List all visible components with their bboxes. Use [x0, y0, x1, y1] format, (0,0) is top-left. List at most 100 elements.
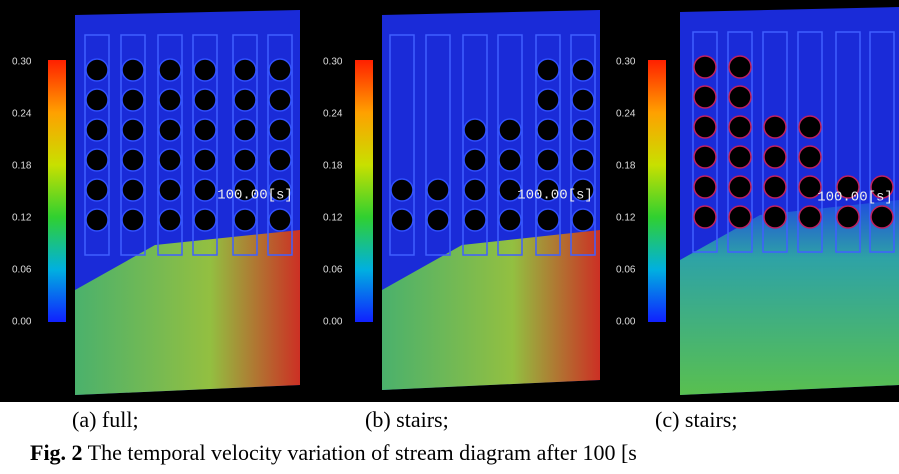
tube	[463, 118, 487, 142]
time-label: 100.00[s]	[217, 188, 293, 204]
colorbar-tick-label: 0.30	[12, 57, 32, 68]
tube	[426, 178, 450, 202]
tube	[121, 88, 145, 112]
colorbar-tick-label: 0.30	[616, 57, 636, 68]
panel-caption: (c) stairs;	[655, 407, 738, 432]
tube	[763, 205, 787, 229]
tube	[728, 55, 752, 79]
tube	[233, 118, 257, 142]
tube	[571, 58, 595, 82]
tube	[121, 148, 145, 172]
colorbar	[355, 60, 373, 322]
tube	[233, 58, 257, 82]
tube	[121, 58, 145, 82]
tube	[498, 178, 522, 202]
colorbar-tick-label: 0.06	[323, 265, 343, 276]
tube	[836, 205, 860, 229]
tube	[233, 208, 257, 232]
tube	[233, 88, 257, 112]
colorbar	[648, 60, 666, 322]
tube	[693, 175, 717, 199]
tube	[498, 118, 522, 142]
tube	[85, 88, 109, 112]
tube	[158, 148, 182, 172]
tube	[158, 88, 182, 112]
tube	[728, 205, 752, 229]
colorbar	[48, 60, 66, 322]
tube	[536, 58, 560, 82]
tube	[693, 85, 717, 109]
baffle	[157, 34, 183, 256]
colorbar-tick-label: 0.18	[616, 161, 636, 172]
tube	[836, 175, 860, 199]
tube	[85, 178, 109, 202]
baffle	[462, 34, 488, 256]
tube	[728, 85, 752, 109]
colorbar-tick-label: 0.12	[323, 213, 343, 224]
tube	[390, 178, 414, 202]
figure-caption-text: The temporal velocity variation of strea…	[82, 440, 637, 465]
baffle	[192, 34, 218, 256]
tube	[233, 178, 257, 202]
baffle	[497, 34, 523, 256]
tube	[158, 58, 182, 82]
tube	[463, 178, 487, 202]
tube	[390, 208, 414, 232]
baffle	[835, 31, 861, 253]
baffle	[84, 34, 110, 256]
tube	[798, 205, 822, 229]
tube	[763, 145, 787, 169]
baffle	[267, 34, 293, 256]
tube	[571, 208, 595, 232]
colorbar-tick-label: 0.00	[323, 317, 343, 328]
tube	[85, 58, 109, 82]
tube	[158, 208, 182, 232]
tube	[728, 145, 752, 169]
tube	[268, 208, 292, 232]
tube	[536, 118, 560, 142]
tube	[85, 208, 109, 232]
tube	[870, 175, 894, 199]
tube	[121, 118, 145, 142]
colorbar-tick-label: 0.18	[323, 161, 343, 172]
tube	[463, 148, 487, 172]
colorbar-tick-label: 0.30	[323, 57, 343, 68]
figure-image: 0.30 0.24 0.18 0.12 0.06 0.00 100.00[s] 0.30 0.2…	[0, 0, 899, 402]
panel-caption: (a) full;	[72, 407, 139, 432]
tube	[536, 88, 560, 112]
colorbar-tick-label: 0.24	[323, 109, 343, 120]
colorbar-tick-label: 0.06	[616, 265, 636, 276]
colorbar-tick-label: 0.06	[12, 265, 32, 276]
baffle	[797, 31, 823, 253]
flow-region	[680, 200, 899, 395]
tube	[536, 208, 560, 232]
baffle	[120, 34, 146, 256]
baffle	[232, 34, 258, 256]
tube	[193, 208, 217, 232]
tube	[268, 178, 292, 202]
tube	[571, 178, 595, 202]
baffle	[389, 34, 415, 256]
tube	[763, 115, 787, 139]
tube	[536, 148, 560, 172]
colorbar-tick-label: 0.24	[616, 109, 636, 120]
tube	[268, 58, 292, 82]
figure-label: Fig. 2	[30, 440, 83, 465]
tube	[536, 178, 560, 202]
tube	[571, 148, 595, 172]
tube	[798, 145, 822, 169]
baffle	[535, 34, 561, 256]
tube	[463, 208, 487, 232]
tube	[498, 148, 522, 172]
tube	[693, 115, 717, 139]
tube	[268, 88, 292, 112]
baffle	[727, 31, 753, 253]
tube	[870, 205, 894, 229]
tube	[693, 145, 717, 169]
tube	[193, 178, 217, 202]
tube	[85, 148, 109, 172]
tube	[763, 175, 787, 199]
colorbar-tick-label: 0.18	[12, 161, 32, 172]
tube	[426, 208, 450, 232]
colorbar-tick-label: 0.00	[616, 317, 636, 328]
